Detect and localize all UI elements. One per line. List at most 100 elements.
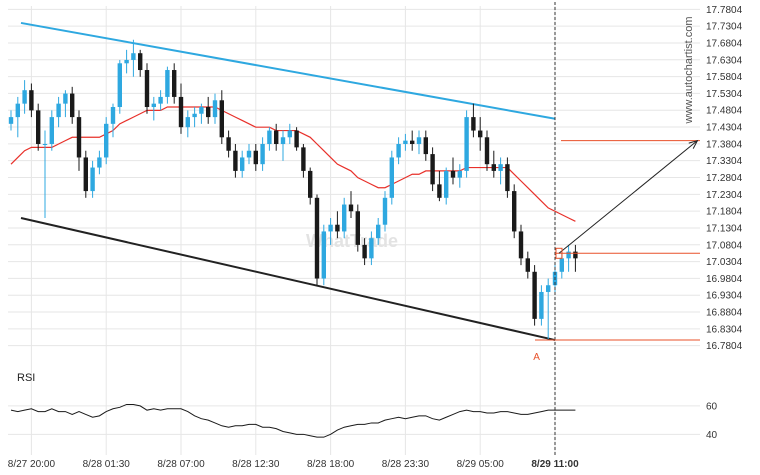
x-tick-label: 8/29 05:00	[457, 459, 505, 470]
candle-body	[416, 137, 422, 145]
candle-body	[206, 107, 211, 118]
candle-body	[212, 100, 218, 118]
candle-body	[342, 204, 347, 232]
candle-body	[525, 258, 530, 272]
candle-body	[410, 140, 415, 145]
candle-body	[430, 154, 435, 185]
candle-body	[104, 123, 109, 158]
y-tick-label: 17.1304	[706, 223, 743, 234]
candle-body	[280, 137, 286, 145]
candle-body	[444, 170, 449, 198]
candle-body	[566, 251, 571, 259]
current-price-marker	[555, 247, 563, 259]
candle-body	[505, 164, 510, 192]
channel-lower-line	[20, 217, 556, 342]
x-tick-label: 8/28 12:30	[232, 459, 280, 470]
x-tick-label: 8/28 01:30	[83, 459, 131, 470]
candle-body	[321, 231, 326, 279]
candle-body	[219, 100, 224, 138]
y-tick-label: 17.2304	[706, 190, 743, 201]
y-tick-label: 16.9304	[706, 291, 743, 302]
pattern-point-label: A	[533, 352, 540, 363]
candle-body	[274, 130, 279, 145]
candle-body	[165, 70, 170, 97]
y-tick-label: 17.0304	[706, 257, 743, 268]
candle-body	[335, 224, 340, 232]
candle-body	[36, 110, 41, 145]
candle-body	[389, 157, 394, 198]
candle-body	[423, 137, 428, 155]
candle-body	[457, 170, 462, 178]
candle-body	[294, 130, 299, 148]
candle-body	[233, 150, 238, 171]
y-tick-label: 17.7804	[706, 5, 743, 16]
y-tick-label: 16.9804	[706, 274, 743, 285]
candle-body	[158, 96, 163, 104]
candle-body	[63, 93, 68, 104]
candle-body	[138, 53, 143, 71]
watermark-logo: WhatTrade	[306, 231, 398, 251]
y-tick-label: 17.1804	[706, 207, 743, 218]
rsi-title: RSI	[17, 372, 35, 384]
candle-body	[29, 90, 34, 111]
candle-body	[110, 107, 116, 124]
channel-upper-line	[20, 21, 556, 120]
candle-body	[491, 164, 496, 171]
x-tick-label: 8/28 18:00	[307, 459, 355, 470]
y-tick-label: 17.6804	[706, 38, 743, 49]
candle-body	[314, 197, 320, 279]
y-tick-label: 16.7804	[706, 341, 743, 352]
x-tick-label: 8/28 23:30	[382, 459, 430, 470]
candle-body	[369, 238, 374, 259]
rsi-y-tick-label: 40	[706, 430, 718, 441]
y-tick-label: 17.0804	[706, 240, 743, 251]
y-tick-label: 17.2804	[706, 173, 743, 184]
candle-body	[151, 103, 156, 108]
candle-body	[192, 113, 197, 118]
y-tick-label: 17.4804	[706, 106, 743, 117]
candle-body	[185, 117, 190, 128]
candle-body	[124, 59, 129, 64]
candle-body	[382, 197, 388, 225]
y-tick-label: 17.6304	[706, 55, 743, 66]
candle-body	[42, 144, 48, 146]
candle-body	[97, 157, 102, 168]
candle-body	[253, 150, 258, 165]
candle-body	[464, 117, 469, 171]
candle-body	[532, 271, 537, 319]
rsi-y-tick-label: 60	[706, 401, 718, 412]
candle-body	[559, 258, 564, 272]
candle-body	[246, 150, 252, 158]
candle-body	[348, 204, 354, 212]
y-tick-label: 17.3804	[706, 139, 743, 150]
candle-body	[478, 130, 483, 138]
candle-body	[376, 224, 381, 239]
candle-body	[90, 167, 95, 192]
candle-body	[498, 164, 503, 171]
candle-body	[437, 184, 442, 198]
projection-arrow-line	[558, 140, 698, 254]
candle-body	[8, 117, 14, 124]
candle-body	[226, 137, 231, 151]
candle-body	[117, 63, 122, 108]
candle-body	[83, 157, 88, 192]
candle-body	[450, 170, 456, 178]
candle-body	[471, 117, 476, 131]
candle-body	[403, 140, 408, 145]
candle-body	[287, 130, 292, 138]
candle-body	[144, 70, 150, 108]
candle-body	[484, 137, 490, 165]
candle-body	[573, 251, 578, 259]
candle-body	[362, 244, 367, 259]
y-tick-label: 17.4304	[706, 123, 743, 134]
candle-body	[178, 96, 184, 128]
x-tick-label: 8/27 20:00	[8, 459, 56, 470]
candle-body	[512, 191, 517, 232]
candle-body	[131, 53, 136, 60]
candle-body	[240, 157, 245, 171]
watermark-url: www.autochartist.com	[683, 17, 695, 125]
candle-body	[199, 107, 204, 114]
y-tick-label: 16.8304	[706, 324, 743, 335]
